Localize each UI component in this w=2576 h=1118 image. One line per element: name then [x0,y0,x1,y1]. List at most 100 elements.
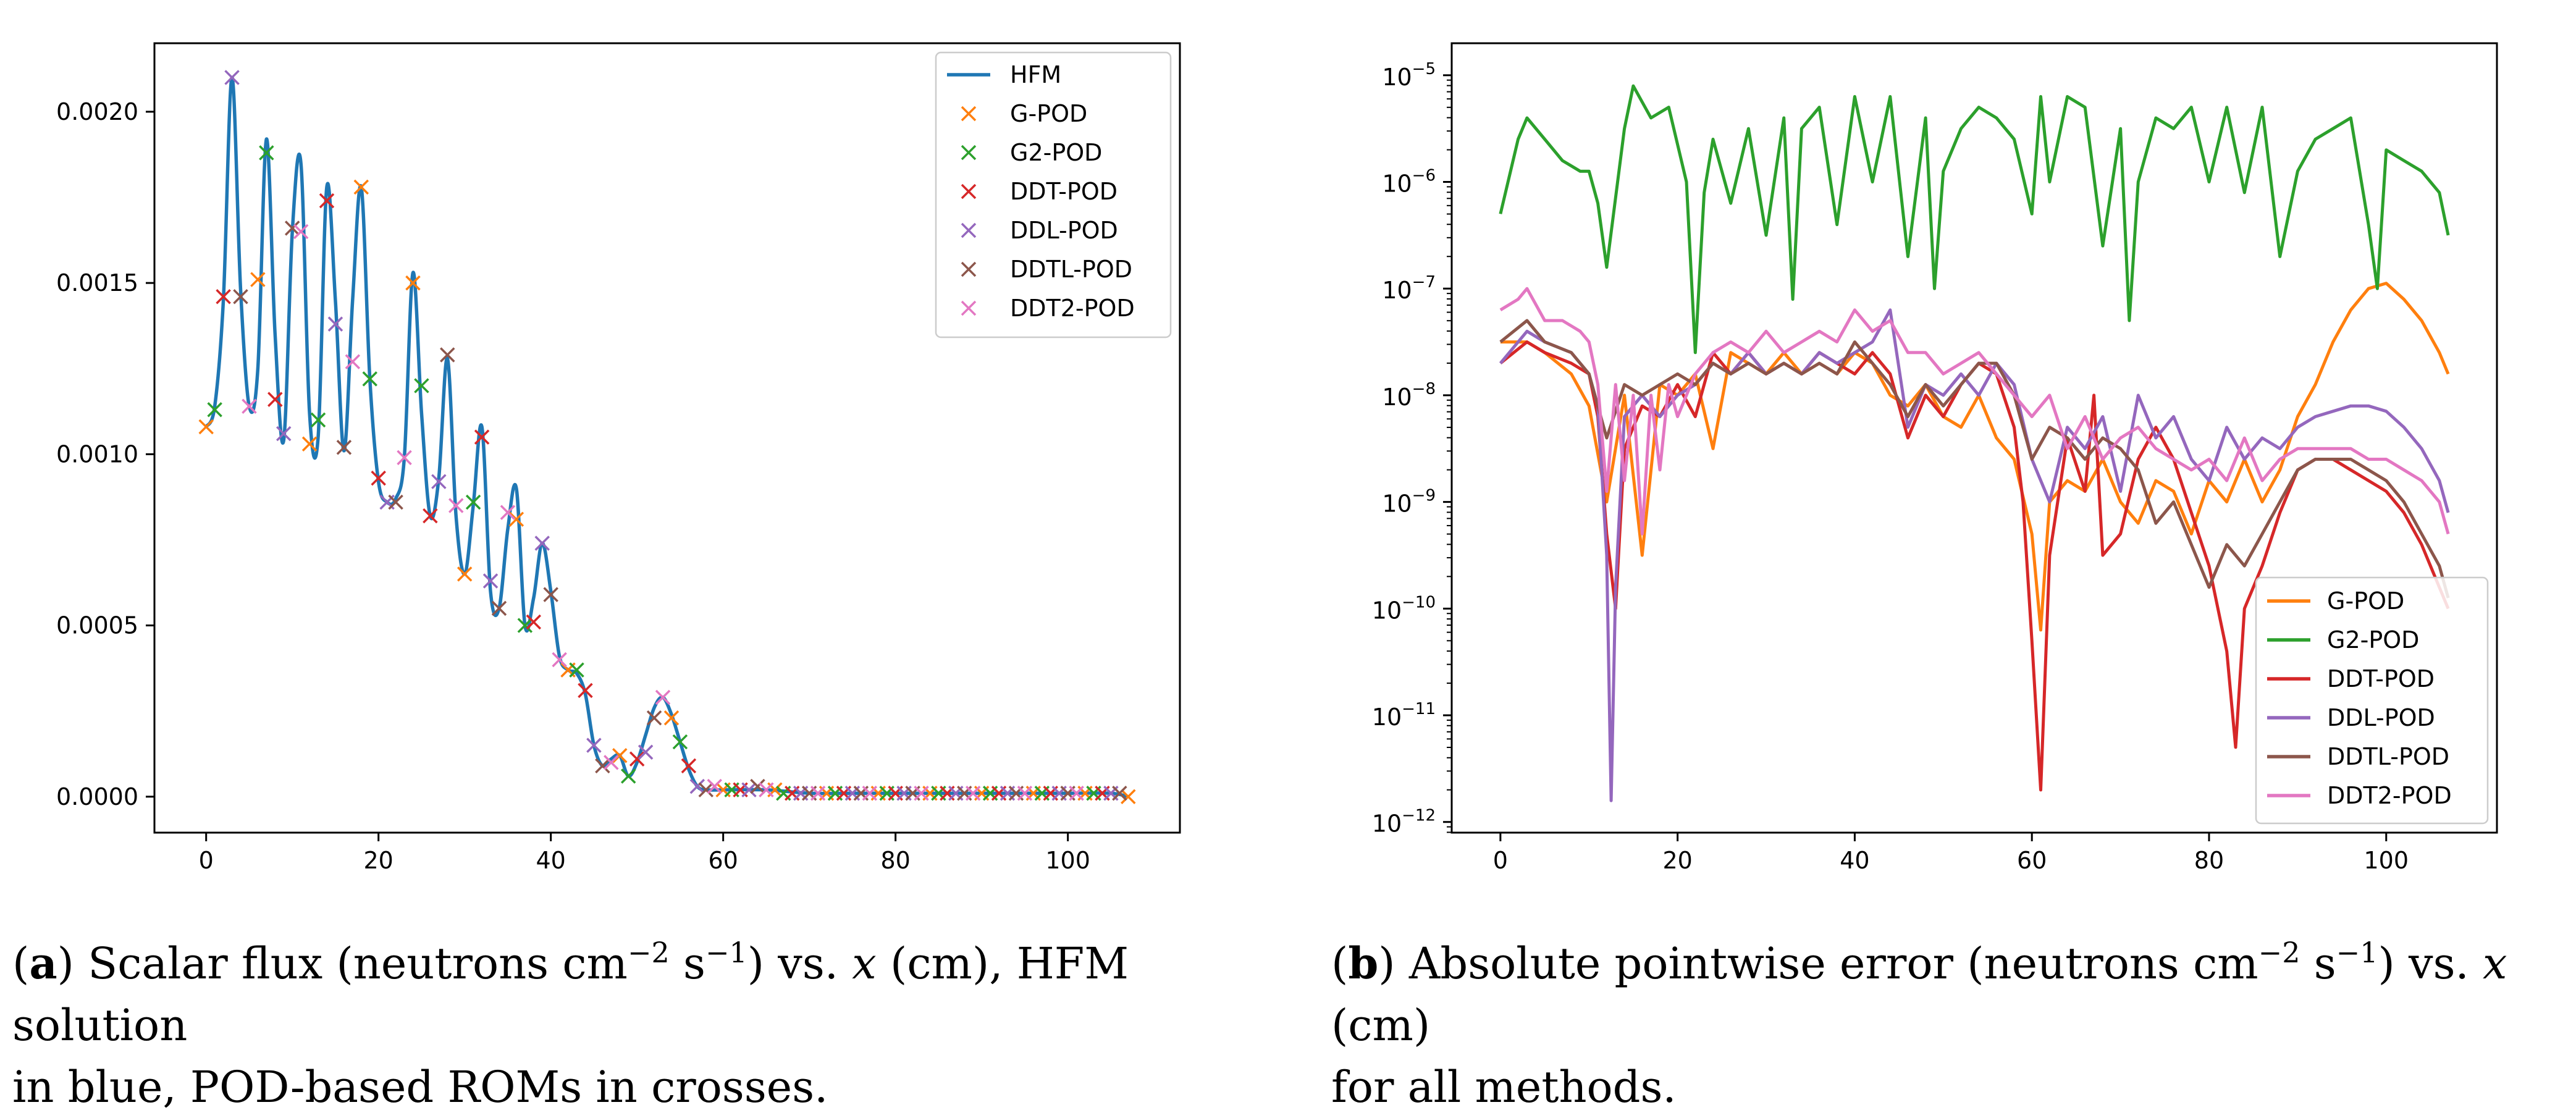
ddtl-pod-marker [646,710,662,726]
legend-marker-swatch [961,300,977,316]
y-tick-label: 10−8 [1382,380,1436,411]
x-tick-label: 0 [199,847,214,874]
legend-label: DDT-POD [1010,178,1118,205]
legend-marker-swatch [961,183,977,200]
legend-entry-ddtl-pod: DDTL-POD [961,256,1132,283]
ddt2-pod-line [1499,287,2450,536]
ddt-pod-marker [629,751,645,767]
ddt-pod-marker [578,683,593,699]
legend-entry-ddt-pod: DDT-POD [2267,665,2435,692]
legend-entry-ddl-pod: DDL-POD [2267,704,2435,731]
ddt2-pod-marker [759,782,774,797]
ddt-pod-marker [267,392,283,407]
panel-a-series-group [198,70,1136,805]
ddt-pod-marker [423,508,438,524]
ddl-pod-marker [431,474,447,489]
y-tick-label: 10−6 [1382,167,1436,198]
panel-a-y-ticks: 0.0000 0.0005 0.0010 0.0015 0.0020 [56,98,154,810]
legend-entry-g2-pod: G2-POD [961,139,1102,166]
legend-entry-ddl-pod: DDL-POD [961,217,1118,244]
panel-a-legend: HFM G-POD G2-POD DDT-POD DDL-POD DDTL-POD DDT2… [935,51,1172,338]
legend-entry-ddt2-pod: DDT2-POD [961,295,1135,322]
figure-canvas: 0 20 40 60 80 100 0.00000.00050.00100.00150.0… [56,42,2498,874]
ddt2-pod-marker [345,354,361,369]
g2-pod-marker [207,402,222,418]
ddt2-pod-marker [604,755,619,770]
caption-b-label: b [1348,938,1379,989]
g2-pod-marker [465,494,481,510]
caption-b-line2: for all methods. [1331,1062,1677,1112]
legend-entry-g-pod: G-POD [961,100,1087,127]
panel-b-legend: G-POD G2-POD DDT-POD DDL-POD DDTL-POD DDT2-PO… [2255,576,2489,825]
ddl-pod-marker [224,70,240,85]
ddtl-pod-marker [336,440,352,455]
series-g2-pod [1499,84,2450,355]
legend-entry-ddt2-pod: DDT2-POD [2267,782,2452,809]
g2-pod-marker [259,145,274,161]
legend-marker-swatch [961,106,977,122]
y-tick-label: 10−11 [1372,700,1436,731]
g2-pod-marker [620,768,636,784]
legend-label: G-POD [1010,100,1087,127]
x-tick-label: 80 [880,847,910,874]
x-tick-label: 80 [2194,847,2224,874]
g-pod-marker [250,272,266,287]
ddl-pod-marker [586,738,602,753]
legend-entry-ddt-pod: DDT-POD [961,178,1118,205]
g2-pod-marker [362,371,377,387]
legend-label: G2-POD [2327,626,2419,654]
legend-label: DDL-POD [2327,704,2435,731]
g-pod-marker [612,748,628,763]
x-tick-label: 40 [1840,847,1869,874]
ddt2-pod-marker [397,450,412,466]
y-tick-label: 10−7 [1382,273,1436,304]
g-pod-marker [508,511,524,527]
g-pod-marker [198,419,214,435]
ddt2-pod-marker [655,689,671,705]
caption-a-line2: in blue, POD-based ROMs in crosses. [12,1062,828,1112]
y-tick-label: 0.0000 [56,783,138,810]
caption-b-text: Absolute pointwise error (neutrons cm−2 … [1331,936,2507,1051]
g2-pod-marker [672,734,688,750]
legend-marker-swatch [961,222,977,238]
legend-box [935,51,1172,338]
ddl-pod-marker [638,744,654,760]
legend-entry-ddtl-pod: DDTL-POD [2267,743,2449,770]
legend-label: DDTL-POD [2327,743,2449,770]
legend-label: DDT-POD [2327,665,2435,692]
y-tick-label: 0.0005 [56,612,138,639]
x-tick-label: 0 [1493,847,1508,874]
ddtl-pod-marker [284,221,300,236]
legend-label: G2-POD [1010,139,1102,166]
ddt-pod-marker [371,470,386,486]
x-tick-label: 60 [708,847,738,874]
ddtl-pod-marker [440,347,455,363]
ddt-pod-marker [474,429,490,445]
y-tick-label: 0.0020 [56,98,138,125]
ddtl-pod-marker [491,600,507,616]
ddl-pod-marker [482,573,499,589]
series-ddt2-pod [1499,287,2450,536]
legend-entry-g-pod: G-POD [2267,587,2404,615]
g-pod-marker [301,436,318,452]
ddt2-pod-marker [500,505,516,520]
g2-pod-marker [569,662,584,678]
legend-marker-swatch [961,261,977,277]
panel-b-series-group [1499,84,2450,802]
ddl-pod-marker [689,778,705,794]
caption-b: (b) Absolute pointwise error (neutrons c… [1331,936,2507,1112]
legend-label: DDT2-POD [1010,295,1135,322]
series-hfm [204,75,1129,799]
g-pod-marker [457,566,473,582]
ddl-pod-marker [741,782,757,797]
x-tick-label: 40 [536,847,566,874]
ddl-pod-marker [327,316,343,332]
legend-label: HFM [1010,61,1061,88]
panel-b-absolute-error: 0 20 40 60 80 100 10−12 10−11 10−10 10−9 10−8 10−7… [1372,42,2498,874]
g2-pod-marker [310,412,326,428]
legend-entry-hfm: HFM [947,61,1061,88]
ddt-pod-marker [216,289,231,305]
legend-label: G-POD [2327,587,2404,615]
x-tick-label: 100 [1045,847,1090,874]
y-tick-label: 10−5 [1382,60,1436,91]
